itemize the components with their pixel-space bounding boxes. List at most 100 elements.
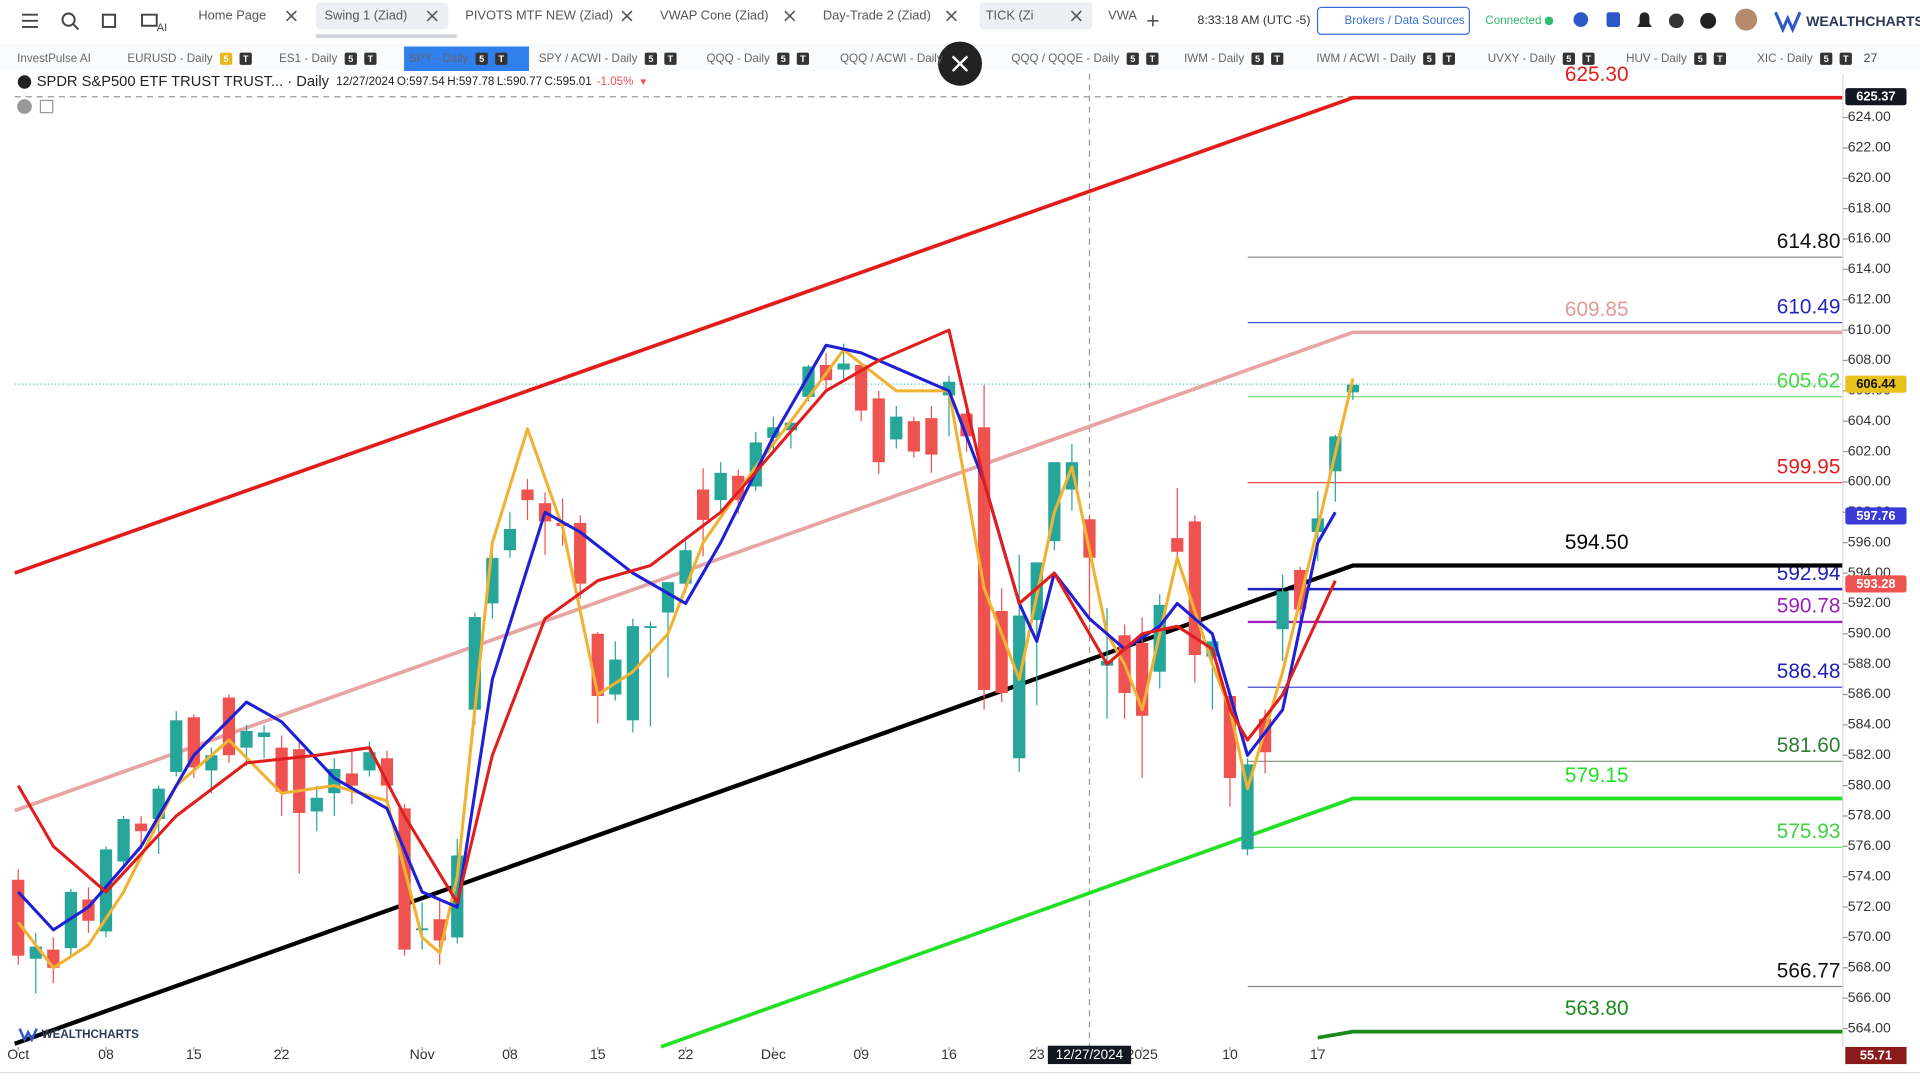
toolbar-icons[interactable] bbox=[22, 12, 158, 31]
y-tick-label: 570.00 bbox=[1848, 928, 1891, 944]
chart-tab-count[interactable]: 27 bbox=[1864, 51, 1878, 65]
add-indicator[interactable] bbox=[17, 99, 32, 114]
close-icon bbox=[951, 55, 969, 72]
candle-body bbox=[1241, 764, 1254, 850]
level-label: 581.60 bbox=[1777, 734, 1841, 757]
x-tick-label: 17 bbox=[1310, 1046, 1326, 1062]
candle-body bbox=[1346, 384, 1360, 393]
tab-badge-label: T bbox=[668, 54, 674, 64]
menu-icon[interactable] bbox=[22, 13, 38, 28]
y-tick-label: 566.00 bbox=[1848, 989, 1891, 1005]
price-badge bbox=[1845, 375, 1907, 393]
brokers-button[interactable] bbox=[1316, 6, 1471, 35]
candle-body bbox=[696, 489, 710, 520]
tab-badge-label: T bbox=[1150, 54, 1156, 64]
chart-tab[interactable]: EURUSD - Daily bbox=[127, 52, 212, 65]
chart-tab[interactable]: QQQ - Daily bbox=[707, 52, 770, 65]
ai-icon[interactable] bbox=[141, 13, 158, 27]
save-icon[interactable] bbox=[1606, 12, 1620, 27]
y-tick-label: 568.00 bbox=[1848, 959, 1891, 975]
expand-icon[interactable] bbox=[39, 99, 54, 114]
axes: 564.00 566.00 568.00 570.00 572.00 574.00 576.… bbox=[7, 88, 1907, 1065]
tab[interactable]: TICK (Zi bbox=[986, 7, 1034, 22]
chart-tab[interactable]: UVXY - Daily bbox=[1488, 52, 1556, 65]
tab[interactable]: Day-Trade 2 (Ziad) bbox=[823, 7, 931, 22]
tab-badge bbox=[1126, 52, 1139, 65]
chart-tab[interactable]: QQQ / QQQE - Daily bbox=[1011, 52, 1119, 65]
tab-badge-label: T bbox=[800, 54, 806, 64]
tab-badge bbox=[644, 52, 657, 65]
candle-body bbox=[767, 427, 780, 438]
level-label: 590.78 bbox=[1777, 595, 1841, 618]
avatar[interactable] bbox=[1735, 8, 1758, 31]
tab-badge bbox=[219, 52, 233, 65]
tab-close-icons[interactable] bbox=[285, 10, 1159, 27]
tab-badge bbox=[344, 52, 357, 65]
help-icon[interactable] bbox=[1700, 12, 1717, 29]
header-icons[interactable] bbox=[1573, 8, 1802, 34]
chart-tab[interactable]: HUV - Daily bbox=[1626, 52, 1687, 65]
settings-icon[interactable] bbox=[1668, 13, 1684, 29]
chart-tab[interactable]: IWM / ACWI - Daily bbox=[1316, 52, 1416, 65]
tab-badge bbox=[495, 52, 508, 65]
tab[interactable]: PIVOTS MTF NEW (Ziad) bbox=[465, 7, 613, 22]
candle-body bbox=[345, 773, 358, 786]
y-tick-label: 600.00 bbox=[1848, 473, 1891, 489]
watermark-logo bbox=[18, 1028, 38, 1043]
tab-badge-label: T bbox=[1717, 54, 1723, 64]
y-tick-label: 602.00 bbox=[1848, 442, 1891, 458]
y-tick-label: 620.00 bbox=[1848, 169, 1891, 185]
y-tick-label: 596.00 bbox=[1848, 533, 1891, 549]
search-icon[interactable] bbox=[61, 12, 76, 27]
layout-icon[interactable] bbox=[101, 13, 117, 28]
tab-badge bbox=[1442, 52, 1455, 65]
y-tick-label: 586.00 bbox=[1848, 685, 1891, 701]
crosshair-date-badge bbox=[1047, 1045, 1132, 1065]
footer-badge-label: 55.71 bbox=[1860, 1048, 1892, 1063]
active-tab-bg bbox=[315, 2, 449, 30]
level-label: 566.77 bbox=[1777, 959, 1841, 982]
candle-body bbox=[872, 398, 885, 463]
chart-tab[interactable]: SPY - Daily bbox=[409, 52, 468, 65]
symbol-icon bbox=[17, 75, 32, 89]
users-icon[interactable] bbox=[1573, 12, 1589, 27]
chart-tab[interactable]: InvestPulse AI bbox=[17, 52, 91, 65]
trendline-label: 609.85 bbox=[1565, 298, 1629, 321]
level-label: 599.95 bbox=[1777, 455, 1841, 478]
candle-body bbox=[187, 717, 200, 768]
candle-body bbox=[1171, 538, 1184, 552]
tab[interactable]: VWAP Cone (Ziad) bbox=[660, 7, 769, 22]
y-tick-label: 610.00 bbox=[1848, 321, 1891, 337]
readout-date: 12/27/2024 bbox=[336, 75, 395, 88]
y-tick-label: 622.00 bbox=[1848, 139, 1891, 155]
readout-high: H:597.78 bbox=[447, 75, 494, 88]
trendline bbox=[14, 95, 1843, 575]
level-label: 614.80 bbox=[1777, 230, 1841, 253]
brokers-label: Brokers / Data Sources bbox=[1344, 14, 1464, 27]
tab[interactable]: Home Page bbox=[198, 7, 266, 22]
footer-badge bbox=[1845, 1046, 1907, 1065]
x-tick-label: 22 bbox=[678, 1046, 694, 1062]
tab[interactable]: VWA bbox=[1108, 7, 1137, 22]
y-tick-label: 564.00 bbox=[1848, 1019, 1891, 1035]
chart-tab[interactable]: QQQ / ACWI - Daily bbox=[840, 52, 943, 65]
candle-body bbox=[1013, 615, 1026, 759]
chart-tab[interactable]: SPY / ACWI - Daily bbox=[539, 52, 638, 65]
chart-tab[interactable]: IWM - Daily bbox=[1184, 52, 1244, 65]
watermark: WEALTHCHARTS bbox=[42, 1028, 140, 1041]
readout-change: -1.05% bbox=[597, 75, 634, 88]
tab[interactable]: Swing 1 (Ziad) bbox=[324, 7, 407, 22]
bell-icon[interactable] bbox=[1637, 12, 1652, 27]
candle-body bbox=[398, 808, 411, 950]
chart-tab[interactable]: ES1 - Daily bbox=[279, 52, 337, 65]
price-badge bbox=[1845, 88, 1907, 106]
candle-body bbox=[574, 522, 587, 584]
tab-badge-label: T bbox=[1586, 54, 1592, 64]
tab-badge-label: 5 bbox=[479, 54, 484, 64]
tab-close[interactable] bbox=[285, 10, 1159, 27]
y-tick-label: 584.00 bbox=[1848, 716, 1891, 732]
chart-tab[interactable]: XIC - Daily bbox=[1757, 52, 1813, 65]
y-tick-label: 572.00 bbox=[1848, 898, 1891, 914]
tab-badge-label: 5 bbox=[781, 54, 786, 64]
